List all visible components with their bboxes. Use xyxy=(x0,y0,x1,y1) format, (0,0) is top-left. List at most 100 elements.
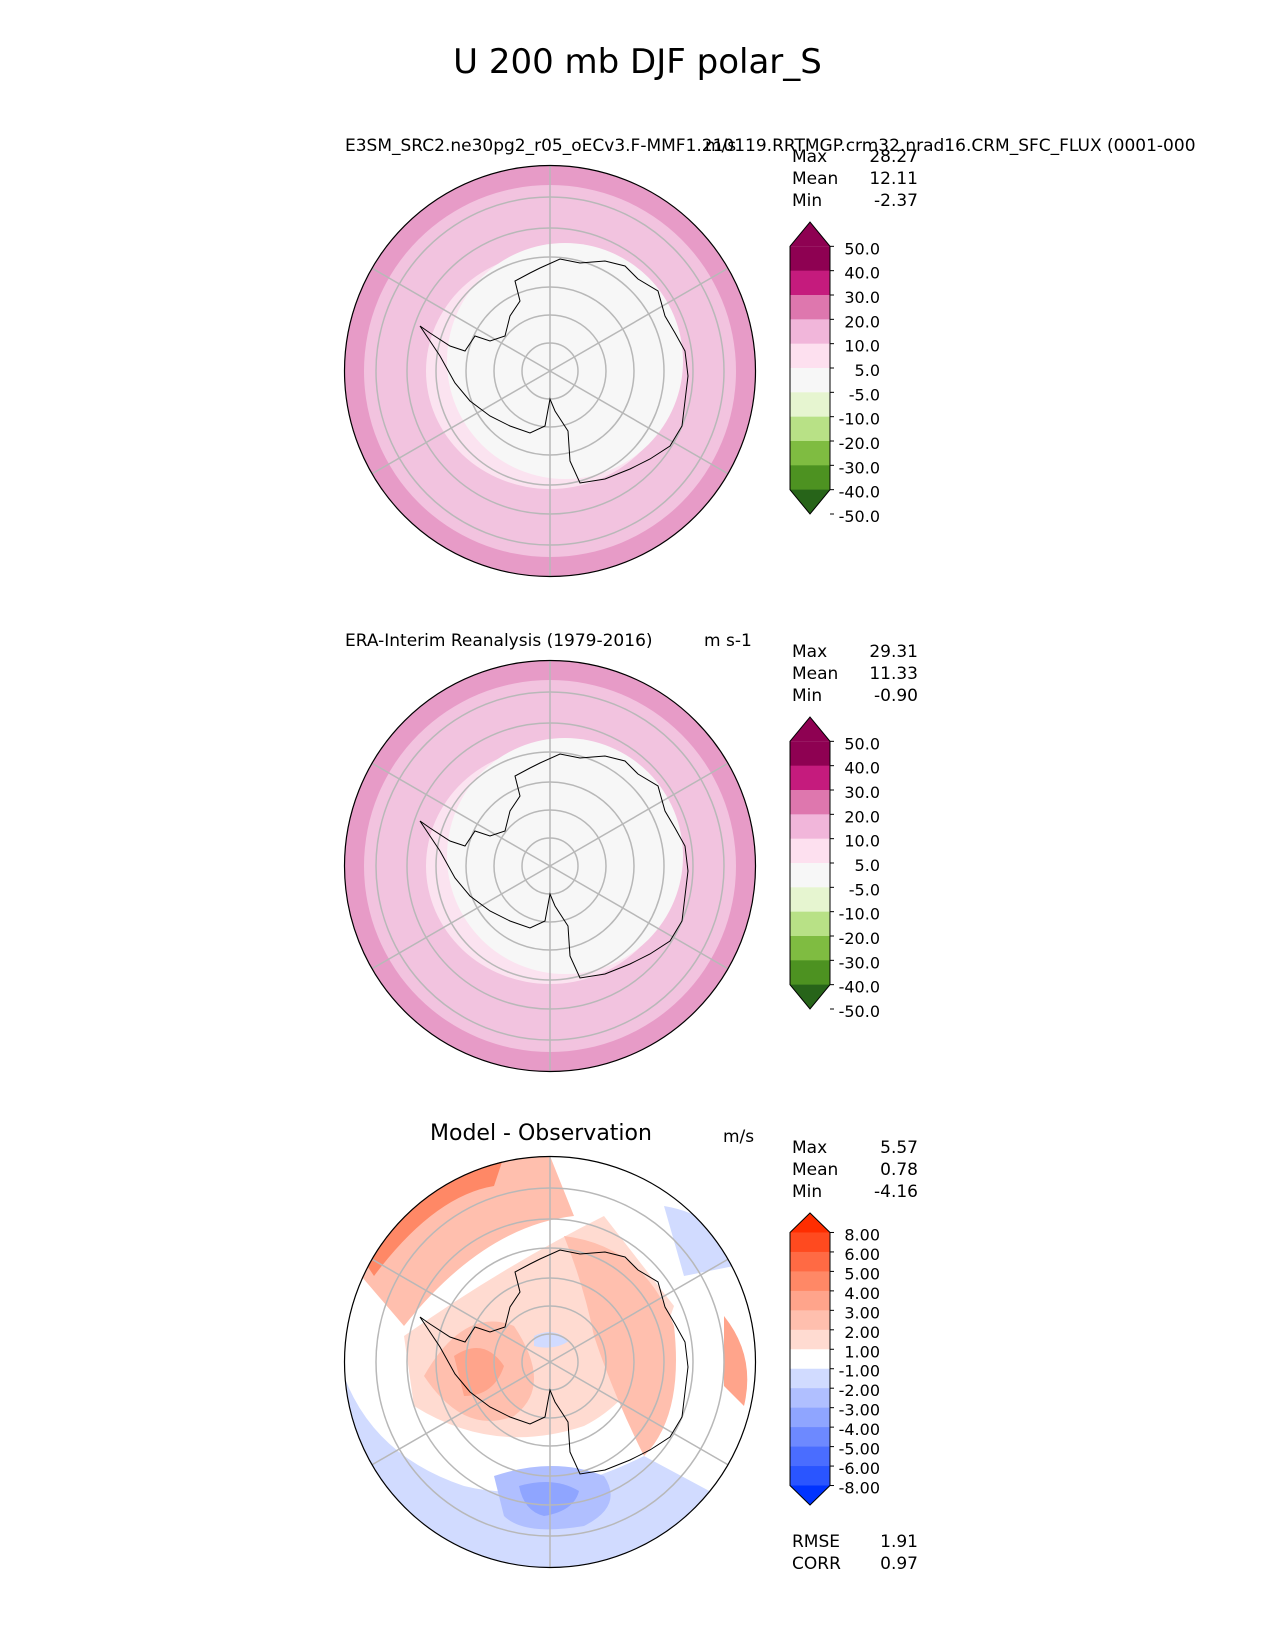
colorbar-tick-label: 5.00 xyxy=(844,1264,880,1283)
panel-1-colorbar: 50.0 40.0 30.0 20.0 10.0 5.0 -5.0 -10.0 -20.0 -30… xyxy=(789,221,880,526)
metric-value: 1.91 xyxy=(880,1532,918,1552)
colorbar-tick-label: 30.0 xyxy=(844,783,880,802)
colorbar-bin xyxy=(790,960,830,986)
antarctica-coastline xyxy=(419,753,689,979)
colorbar-bin xyxy=(790,1349,830,1370)
panel-3-units: m/s xyxy=(723,1127,755,1147)
anomaly-region xyxy=(664,1206,734,1276)
stat-value: 29.31 xyxy=(869,642,918,662)
colorbar-bin xyxy=(790,741,830,767)
colorbar-bin xyxy=(790,1310,830,1331)
colorbar-tick-label: -10.0 xyxy=(839,410,880,429)
colorbar-bin xyxy=(790,1368,830,1389)
stat-label: Max xyxy=(792,147,828,167)
meridian-line xyxy=(371,865,551,970)
colorbar-tick-label: -30.0 xyxy=(839,953,880,972)
graticule xyxy=(371,660,729,1072)
colorbar-bin xyxy=(790,911,830,937)
colorbar-tick-label: -50.0 xyxy=(839,1002,880,1021)
map-field xyxy=(344,165,756,577)
colorbar-tick-label: 3.00 xyxy=(844,1303,880,1322)
colorbar-tick-label: -5.0 xyxy=(849,880,880,899)
meridian-line xyxy=(549,370,729,475)
colorbar-extend-top xyxy=(790,1213,830,1233)
colorbar-bin xyxy=(790,887,830,913)
colorbar-tick-label: -3.00 xyxy=(839,1401,880,1420)
meridian-line xyxy=(371,1361,551,1466)
map-boundary xyxy=(343,1155,757,1569)
metric-label: CORR xyxy=(792,1554,841,1574)
colorbar-extend-top xyxy=(790,222,830,247)
anomaly-region xyxy=(344,1376,756,1568)
map-field xyxy=(344,1156,756,1568)
map-boundary xyxy=(343,164,757,578)
colorbar-tick-label: 4.00 xyxy=(844,1284,880,1303)
stat-value: 28.27 xyxy=(869,147,918,167)
colorbar-bin xyxy=(790,814,830,840)
antarctica-coastline xyxy=(419,1249,689,1475)
colorbar-bin xyxy=(790,1329,830,1350)
stat-value: 0.78 xyxy=(880,1160,918,1180)
colorbar-bin xyxy=(790,1427,830,1448)
colorbar-tick-label: -8.00 xyxy=(839,1479,880,1498)
panel-1-units: m/s xyxy=(705,136,737,156)
colorbar-bin xyxy=(790,368,830,393)
colorbar-tick-label: -6.00 xyxy=(839,1459,880,1478)
panel-1-polar-map xyxy=(343,164,757,578)
colorbar-tick-label: -5.0 xyxy=(849,385,880,404)
colorbar-extend-bottom xyxy=(790,984,830,1009)
stat-value: -4.16 xyxy=(874,1182,918,1202)
panel-2-polar-map xyxy=(343,659,757,1073)
map-field xyxy=(344,660,756,1072)
colorbar-tick-label: 5.0 xyxy=(855,361,880,380)
colorbar-tick-label: 40.0 xyxy=(844,264,880,283)
stat-label: Mean xyxy=(792,169,839,189)
colorbar-bin xyxy=(790,270,830,296)
colorbar-tick-label: 20.0 xyxy=(844,312,880,331)
map-boundary xyxy=(343,659,757,1073)
stat-label: Max xyxy=(792,642,828,662)
colorbar-bin xyxy=(790,465,830,491)
colorbar-bin xyxy=(790,765,830,791)
meridian-line xyxy=(371,267,551,372)
colorbar-bin xyxy=(790,1251,830,1272)
colorbar-tick-label: 20.0 xyxy=(844,807,880,826)
colorbar-tick-label: -20.0 xyxy=(839,434,880,453)
colorbar-tick-label: 2.00 xyxy=(844,1323,880,1342)
meridian-line xyxy=(371,370,551,475)
stat-value: 5.57 xyxy=(880,1138,918,1158)
colorbar-bin xyxy=(790,416,830,442)
colorbar-tick-label: 6.00 xyxy=(844,1245,880,1264)
colorbar-tick-label: 50.0 xyxy=(844,239,880,258)
colorbar-bin xyxy=(790,392,830,418)
panel-2-stats: Max 29.31 Mean 11.33 Min -0.90 xyxy=(792,641,918,707)
colorbar-bin xyxy=(790,441,830,466)
panel-3-title: Model - Observation xyxy=(430,1121,652,1146)
colorbar-tick-label: 10.0 xyxy=(844,337,880,356)
colorbar-bin xyxy=(790,246,830,272)
stat-value: 12.11 xyxy=(869,169,918,189)
colorbar-bin xyxy=(790,936,830,961)
colorbar-tick-label: 10.0 xyxy=(844,832,880,851)
colorbar-bin xyxy=(790,1388,830,1409)
colorbar-tick-label: -50.0 xyxy=(839,507,880,526)
stat-label: Min xyxy=(792,191,823,211)
colorbar-bin xyxy=(790,1446,830,1467)
anomaly-region xyxy=(519,1482,579,1516)
panel-2-title: ERA-Interim Reanalysis (1979-2016) xyxy=(345,631,653,651)
figure-title: U 200 mb DJF polar_S xyxy=(453,42,822,82)
graticule xyxy=(371,165,729,577)
colorbar-tick-label: -40.0 xyxy=(839,483,880,502)
colorbar-bin xyxy=(790,1271,830,1292)
colorbar-bin xyxy=(790,1466,830,1487)
colorbar-extend-top xyxy=(790,717,830,742)
meridian-line xyxy=(371,1258,551,1363)
stat-value: 11.33 xyxy=(869,664,918,684)
anomaly-region xyxy=(354,1156,504,1276)
panel-1-stats: Max 28.27 Mean 12.11 Min -2.37 xyxy=(792,146,918,212)
colorbar-bin xyxy=(790,319,830,345)
contour-band xyxy=(447,243,683,479)
meridian-line xyxy=(549,1258,729,1363)
colorbar-tick-label: 1.00 xyxy=(844,1342,880,1361)
colorbar-tick-label: -5.00 xyxy=(839,1440,880,1459)
